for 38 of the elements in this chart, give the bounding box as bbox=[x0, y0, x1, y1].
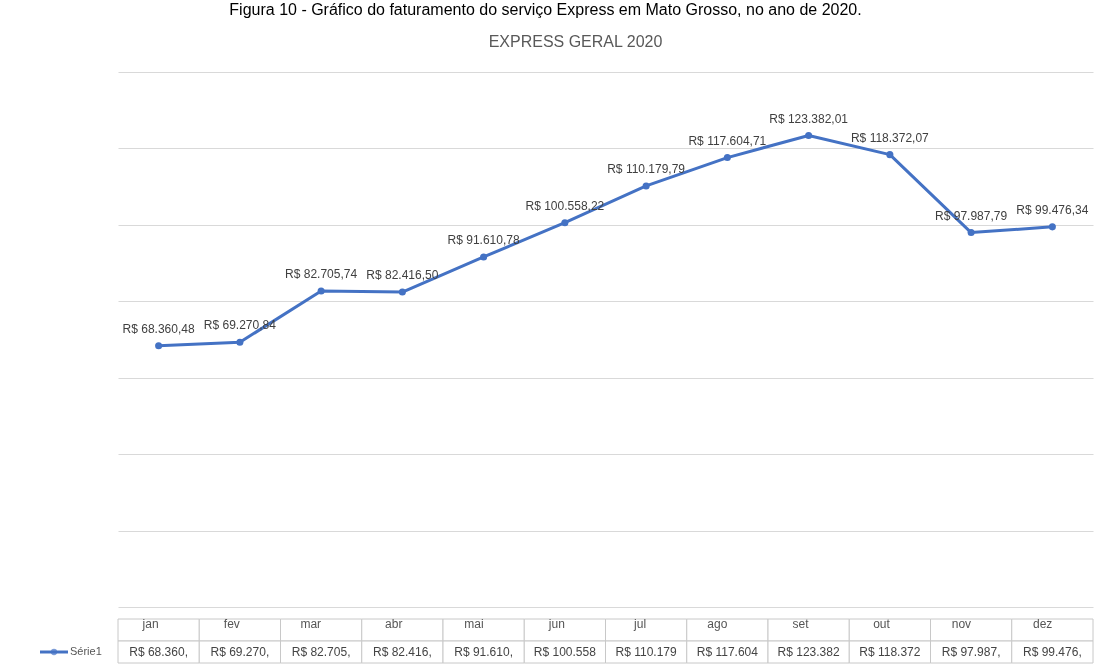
data-label: R$ 123.382,01 bbox=[769, 111, 849, 126]
data-label: R$ 82.705,74 bbox=[285, 266, 358, 281]
x-tick-label: set bbox=[792, 616, 810, 631]
data-label: R$ 110.179,79 bbox=[607, 161, 686, 176]
text: R$ 97.987, bbox=[941, 645, 1001, 659]
text: R$ 118.372 bbox=[859, 645, 921, 659]
x-tick-label: mar bbox=[300, 616, 322, 631]
x-tick-label: jan bbox=[141, 616, 159, 631]
data-label: R$ 97.987,79 bbox=[935, 208, 1008, 223]
text: R$ 110.179 bbox=[615, 645, 678, 659]
chart-title: EXPRESS GERAL 2020 bbox=[488, 33, 663, 50]
x-tick-label: jun bbox=[547, 616, 565, 631]
x-tick-label: dez bbox=[1033, 616, 1053, 631]
text: Figura 10 - Gráfico do faturamento do serviço Express em Mato Grosso, no ano de 2020. bbox=[229, 1, 862, 18]
data-label: R$ 68.360,48 bbox=[122, 321, 195, 336]
text: R$ 68.360, bbox=[129, 645, 188, 659]
x-tick-label: nov bbox=[951, 616, 972, 631]
data-label: R$ 117.604,71 bbox=[688, 133, 767, 148]
legend-label: Série1 bbox=[70, 645, 102, 657]
text: R$ 82.416, bbox=[373, 645, 432, 659]
x-tick-label: jul bbox=[633, 616, 647, 631]
data-label: R$ 91.610,78 bbox=[447, 232, 520, 247]
text: R$ 123.382 bbox=[777, 645, 840, 659]
data-label: R$ 118.372,07 bbox=[850, 130, 930, 145]
x-tick-label: out bbox=[873, 616, 891, 631]
text: R$ 100.558 bbox=[533, 645, 597, 659]
x-tick-label: mai bbox=[464, 616, 484, 631]
x-tick-label: fev bbox=[223, 616, 240, 631]
data-label: R$ 100.558,22 bbox=[525, 198, 605, 213]
text: R$ 82.705, bbox=[291, 645, 351, 659]
data-label: R$ 82.416,50 bbox=[366, 268, 439, 283]
x-tick-label: abr bbox=[385, 616, 403, 631]
text: R$ 69.270, bbox=[210, 645, 270, 659]
data-label: R$ 99.476,34 bbox=[1016, 202, 1089, 217]
text: R$ 91.610, bbox=[454, 645, 513, 659]
x-tick-label: ago bbox=[707, 616, 728, 631]
text: R$ 99.476, bbox=[1023, 645, 1082, 659]
text: R$ 117.604 bbox=[696, 645, 759, 659]
